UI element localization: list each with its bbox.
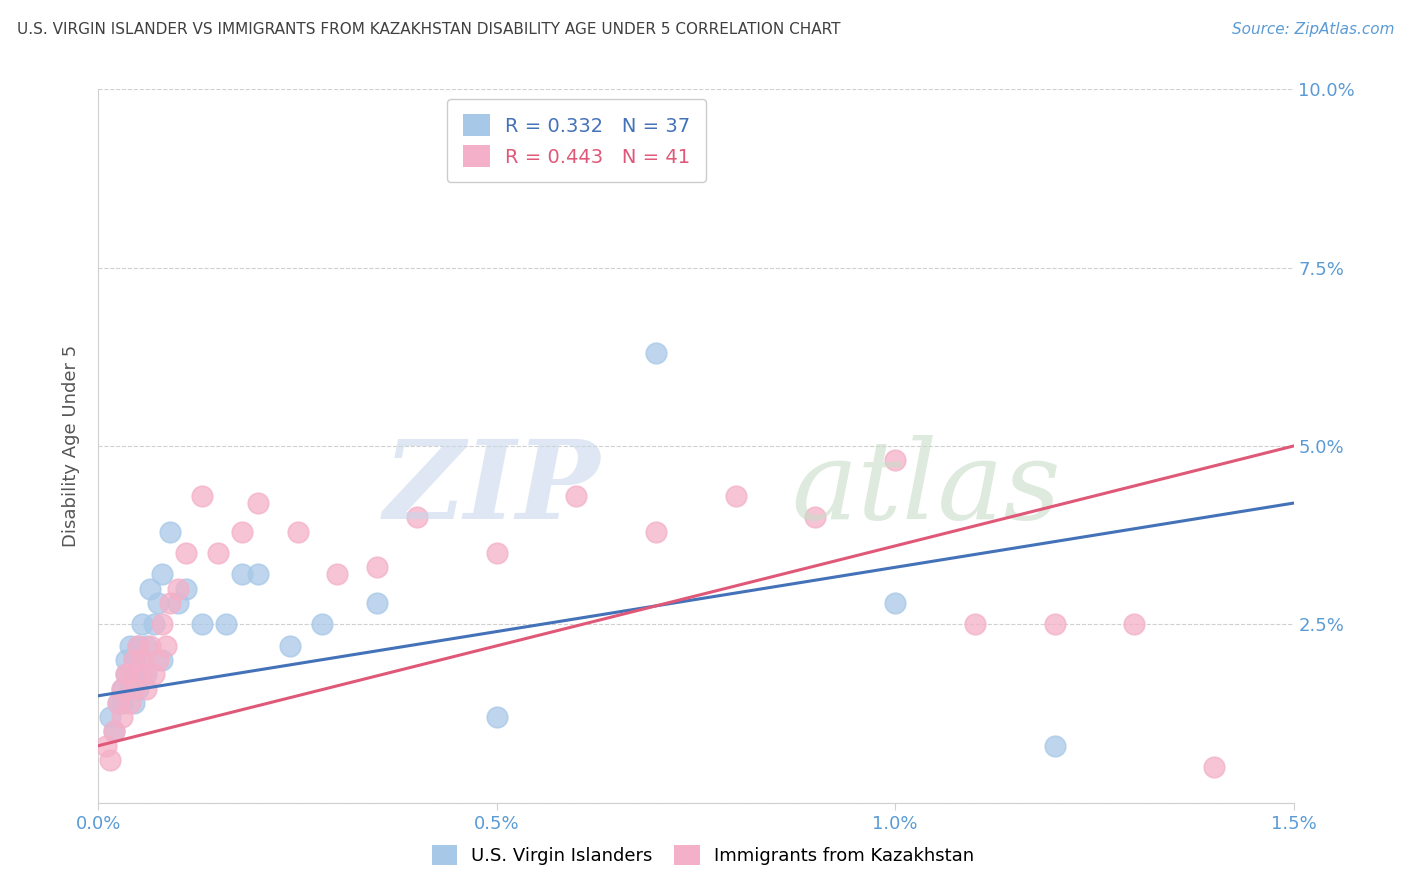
Point (246, 496, 269, 510)
Point (148, 596, 170, 610)
Point (127, 639, 149, 653)
Point (246, 567, 269, 582)
Point (131, 653, 153, 667)
Point (120, 667, 142, 681)
Point (143, 617, 166, 632)
Point (311, 617, 333, 632)
Point (120, 696, 142, 710)
Y-axis label: Disability Age Under 5: Disability Age Under 5 (62, 345, 80, 547)
Point (124, 696, 146, 710)
Point (124, 653, 146, 667)
Text: Source: ZipAtlas.com: Source: ZipAtlas.com (1232, 22, 1395, 37)
Legend: U.S. Virgin Islanders, Immigrants from Kazakhstan: U.S. Virgin Islanders, Immigrants from K… (425, 838, 981, 872)
Point (127, 681, 149, 696)
Point (963, 617, 986, 632)
Point (124, 667, 146, 681)
Point (127, 639, 149, 653)
Point (485, 546, 508, 560)
Point (139, 639, 162, 653)
Legend: R = 0.332   N = 37, R = 0.443   N = 41: R = 0.332 N = 37, R = 0.443 N = 41 (447, 99, 706, 182)
Point (111, 696, 134, 710)
Point (1043, 617, 1066, 632)
Text: ZIP: ZIP (384, 435, 600, 542)
Point (724, 489, 747, 503)
Point (107, 696, 129, 710)
Point (111, 681, 134, 696)
Point (804, 510, 827, 524)
Point (115, 667, 138, 681)
Point (107, 696, 129, 710)
Point (150, 567, 173, 582)
Point (884, 596, 907, 610)
Point (406, 510, 429, 524)
Point (143, 667, 166, 681)
Point (1123, 617, 1146, 632)
Point (98, 753, 122, 767)
Point (135, 667, 157, 681)
Point (174, 546, 197, 560)
Point (645, 346, 668, 360)
Point (103, 724, 125, 739)
Point (287, 524, 309, 539)
Point (366, 596, 388, 610)
Point (1043, 739, 1066, 753)
Point (120, 681, 142, 696)
Point (159, 524, 181, 539)
Point (326, 567, 349, 582)
Text: atlas: atlas (792, 435, 1062, 542)
Point (124, 681, 146, 696)
Point (565, 489, 588, 503)
Point (215, 617, 238, 632)
Point (96, 739, 118, 753)
Point (124, 653, 146, 667)
Point (120, 639, 142, 653)
Point (115, 667, 138, 681)
Point (174, 582, 197, 596)
Point (135, 681, 157, 696)
Point (207, 546, 229, 560)
Point (150, 653, 173, 667)
Point (1202, 760, 1225, 774)
Point (159, 596, 181, 610)
Point (115, 653, 138, 667)
Point (131, 667, 153, 681)
Point (111, 710, 134, 724)
Point (278, 639, 301, 653)
Point (139, 582, 162, 596)
Point (167, 582, 190, 596)
Point (103, 724, 125, 739)
Point (131, 653, 153, 667)
Point (191, 489, 214, 503)
Point (131, 617, 153, 632)
Point (884, 453, 907, 467)
Point (148, 653, 170, 667)
Point (645, 524, 668, 539)
Point (231, 567, 253, 582)
Point (150, 617, 173, 632)
Point (98, 710, 122, 724)
Point (111, 681, 134, 696)
Text: U.S. VIRGIN ISLANDER VS IMMIGRANTS FROM KAZAKHSTAN DISABILITY AGE UNDER 5 CORREL: U.S. VIRGIN ISLANDER VS IMMIGRANTS FROM … (17, 22, 841, 37)
Point (231, 524, 253, 539)
Point (191, 617, 214, 632)
Point (135, 639, 157, 653)
Point (485, 710, 508, 724)
Point (167, 596, 190, 610)
Point (366, 560, 388, 574)
Point (155, 639, 177, 653)
